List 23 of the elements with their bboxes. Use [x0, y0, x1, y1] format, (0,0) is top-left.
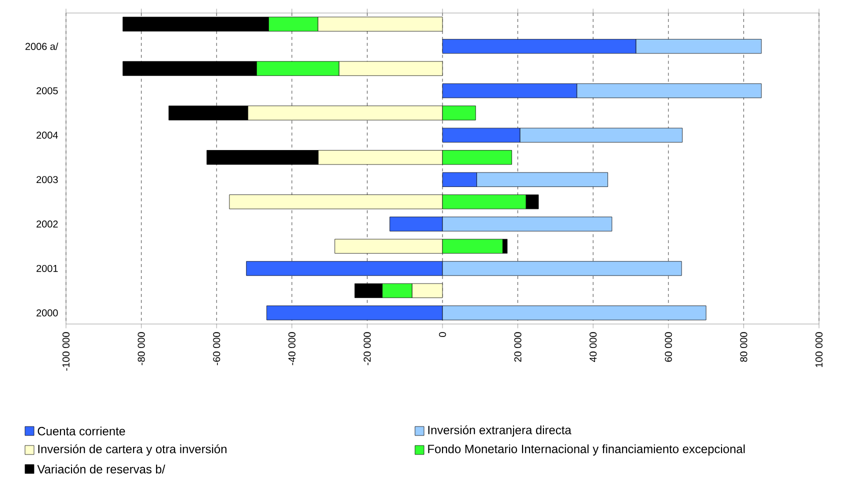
x-tick-label: 40 000: [590, 332, 597, 362]
x-tick-label: -20 000: [364, 332, 371, 366]
legend-label: Variación de reservas b/: [37, 464, 166, 474]
x-tick-label: 60 000: [664, 332, 672, 362]
x-tick-label: -100 000: [62, 332, 70, 371]
x-tick-label: 80 000: [740, 332, 748, 362]
x-tick-label: -60 000: [213, 332, 220, 366]
legend-label: Fondo Monetario Internacional y financiamiento excepcional: [428, 444, 745, 456]
y-tick-label: 2005: [36, 87, 58, 94]
y-tick-label: 2000: [36, 309, 58, 316]
legend-label: Cuenta corriente: [38, 426, 126, 436]
x-tick-label: 100 000: [815, 332, 823, 368]
legend-label: Inversión de cartera y otra inversión: [38, 444, 226, 456]
y-tick-label: 2004: [36, 132, 58, 139]
x-tick-label: -40 000: [288, 332, 296, 366]
y-tick-label: 2003: [36, 176, 58, 184]
legend-label: Inversión extranjera directa: [428, 425, 572, 437]
y-tick-label: 2006 a/: [25, 42, 58, 50]
y-tick-label: 2002: [36, 220, 58, 228]
x-tick-label: -80 000: [138, 332, 145, 366]
x-tick-label: 20 000: [514, 332, 522, 362]
y-tick-label: 2001: [36, 264, 58, 272]
x-tick-label: 0: [438, 332, 446, 337]
